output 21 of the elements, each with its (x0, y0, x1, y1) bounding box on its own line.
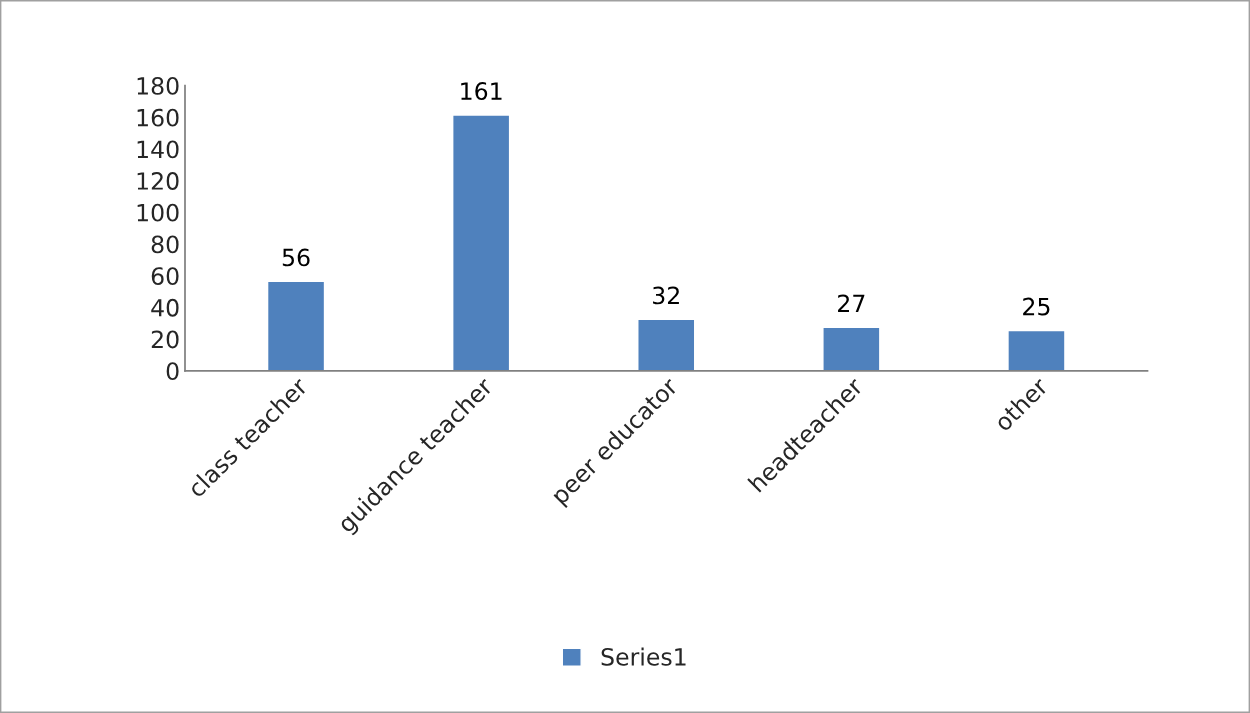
y-tick-label: 160 (137, 108, 179, 127)
y-tick-label: 80 (151, 235, 179, 254)
bar (268, 282, 324, 371)
data-label: 25 (1023, 297, 1050, 316)
y-tick-label: 120 (137, 172, 179, 190)
bar (1008, 331, 1065, 371)
y-tick-label: 0 (166, 362, 179, 381)
y-tick-label: 100 (137, 203, 179, 222)
bar (453, 115, 509, 371)
data-label: 27 (838, 294, 865, 312)
y-tick-label: 20 (151, 330, 179, 349)
bar (638, 320, 695, 371)
y-tick-label: 180 (137, 77, 179, 95)
data-label: 32 (653, 286, 679, 305)
data-label: 161 (461, 82, 502, 100)
legend-label: Series1 (601, 647, 686, 666)
data-label: 56 (282, 248, 310, 267)
y-tick-label: 140 (137, 140, 179, 159)
bar (823, 327, 880, 371)
y-tick-label: 60 (151, 267, 179, 285)
y-tick-label: 40 (151, 298, 179, 317)
